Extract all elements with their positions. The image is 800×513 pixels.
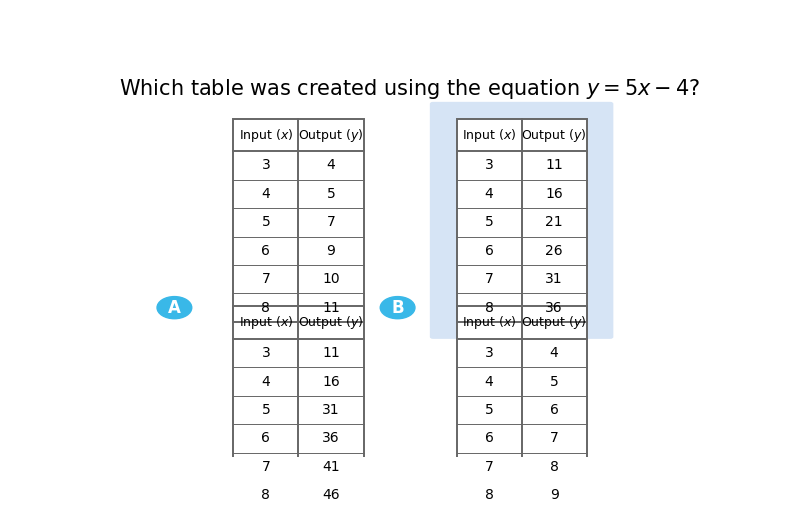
Text: 6: 6 <box>262 244 270 258</box>
Text: 5: 5 <box>485 403 494 417</box>
FancyBboxPatch shape <box>430 102 614 339</box>
Text: 6: 6 <box>485 244 494 258</box>
Text: 7: 7 <box>262 272 270 286</box>
Text: 16: 16 <box>322 374 340 388</box>
Text: 5: 5 <box>485 215 494 229</box>
Text: 3: 3 <box>262 159 270 172</box>
Bar <box>457 119 586 322</box>
Text: 3: 3 <box>262 346 270 360</box>
Text: 8: 8 <box>485 488 494 502</box>
Text: Output ($y$): Output ($y$) <box>522 314 587 331</box>
Text: 8: 8 <box>262 488 270 502</box>
Text: 3: 3 <box>485 159 494 172</box>
Text: Output ($y$): Output ($y$) <box>522 127 587 144</box>
Text: 7: 7 <box>262 460 270 474</box>
Text: 10: 10 <box>322 272 340 286</box>
Text: 11: 11 <box>322 301 340 314</box>
Text: D: D <box>390 486 405 504</box>
Text: 36: 36 <box>322 431 340 445</box>
Text: 3: 3 <box>485 346 494 360</box>
Text: 31: 31 <box>546 272 563 286</box>
Text: 4: 4 <box>262 187 270 201</box>
Text: A: A <box>168 299 181 317</box>
Circle shape <box>157 297 192 319</box>
Text: 21: 21 <box>546 215 563 229</box>
Bar <box>234 306 363 509</box>
Text: Input ($x$): Input ($x$) <box>462 314 516 331</box>
Bar <box>234 306 363 509</box>
Text: 5: 5 <box>262 215 270 229</box>
Text: C: C <box>168 486 181 504</box>
Text: 6: 6 <box>550 403 558 417</box>
Text: B: B <box>391 299 404 317</box>
Text: 36: 36 <box>546 301 563 314</box>
Bar <box>234 119 363 322</box>
Circle shape <box>380 297 415 319</box>
Text: 31: 31 <box>322 403 340 417</box>
Text: 4: 4 <box>262 374 270 388</box>
Text: 4: 4 <box>485 187 494 201</box>
Text: Input ($x$): Input ($x$) <box>462 127 516 144</box>
Text: 41: 41 <box>322 460 340 474</box>
Text: 7: 7 <box>485 460 494 474</box>
Bar <box>457 306 586 509</box>
Text: 6: 6 <box>485 431 494 445</box>
Text: 7: 7 <box>485 272 494 286</box>
Text: 5: 5 <box>550 374 558 388</box>
Text: 4: 4 <box>550 346 558 360</box>
Text: Input ($x$): Input ($x$) <box>238 127 293 144</box>
Text: 16: 16 <box>546 187 563 201</box>
Text: 11: 11 <box>546 159 563 172</box>
Text: 8: 8 <box>485 301 494 314</box>
Text: 6: 6 <box>262 431 270 445</box>
Bar <box>457 306 586 509</box>
Text: 8: 8 <box>550 460 558 474</box>
Text: Input ($x$): Input ($x$) <box>238 314 293 331</box>
Text: 26: 26 <box>546 244 563 258</box>
Text: 5: 5 <box>326 187 335 201</box>
Bar <box>234 119 363 322</box>
Text: 7: 7 <box>550 431 558 445</box>
Text: Which table was created using the equation $y = 5x-4$?: Which table was created using the equati… <box>119 77 701 102</box>
Text: Output ($y$): Output ($y$) <box>298 314 364 331</box>
Text: 9: 9 <box>326 244 335 258</box>
Text: Output ($y$): Output ($y$) <box>298 127 364 144</box>
Text: 11: 11 <box>322 346 340 360</box>
Text: 46: 46 <box>322 488 340 502</box>
Text: 8: 8 <box>262 301 270 314</box>
Text: 7: 7 <box>326 215 335 229</box>
Text: 4: 4 <box>326 159 335 172</box>
Text: 5: 5 <box>262 403 270 417</box>
Text: 4: 4 <box>485 374 494 388</box>
Circle shape <box>157 484 192 506</box>
Bar <box>457 119 586 322</box>
Circle shape <box>380 484 415 506</box>
Text: 9: 9 <box>550 488 558 502</box>
